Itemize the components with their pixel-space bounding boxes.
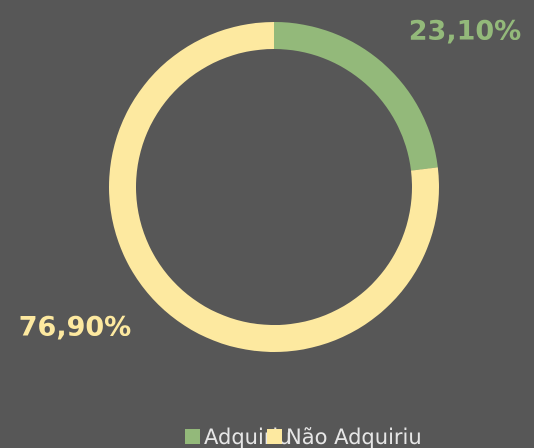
value-label: 76,90% (19, 312, 131, 343)
legend-swatch (267, 429, 282, 444)
legend-swatch (185, 429, 200, 444)
legend-label: Não Adquiriu (286, 425, 422, 448)
value-label: 23,10% (409, 16, 521, 47)
donut-segment (274, 22, 438, 171)
